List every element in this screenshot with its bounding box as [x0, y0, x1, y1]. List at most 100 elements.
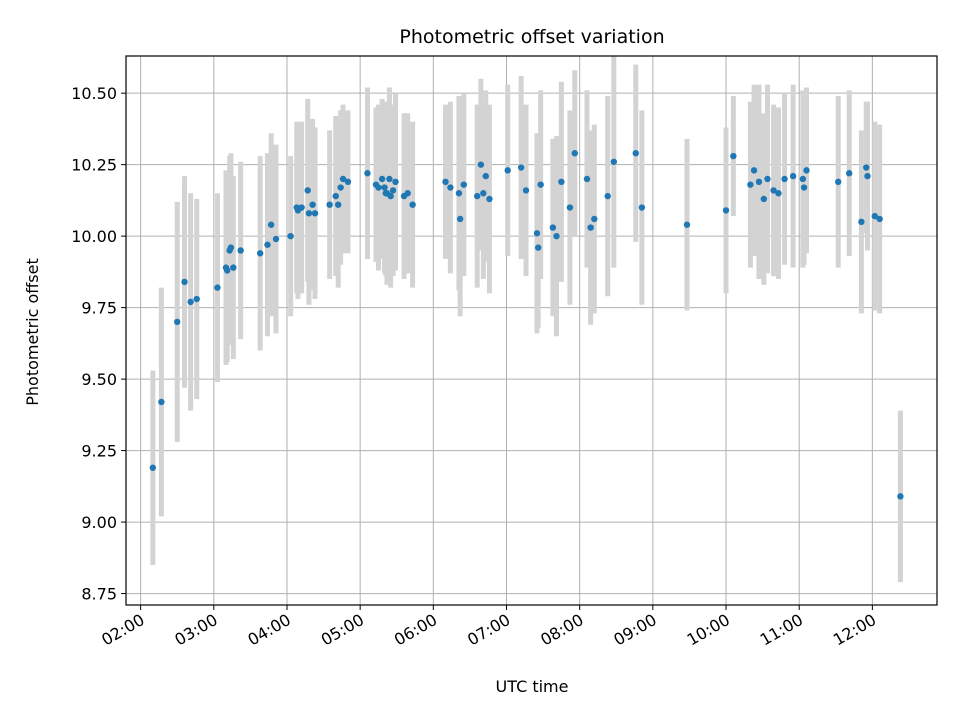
data-point [764, 175, 771, 183]
data-point [789, 172, 797, 180]
data-point [566, 204, 574, 211]
data-point [187, 298, 194, 306]
data-point [770, 187, 777, 194]
data-point [760, 195, 768, 203]
data-point [775, 190, 782, 197]
data-point [272, 235, 280, 243]
data-point [404, 190, 411, 197]
data-point [876, 215, 883, 223]
data-point [456, 215, 464, 223]
data-point [332, 192, 339, 200]
data-point [504, 167, 511, 174]
data-point [474, 192, 481, 200]
data-point [460, 181, 468, 188]
y-tick-label: 9.75 [81, 299, 117, 318]
data-point [863, 164, 870, 171]
data-point [610, 158, 618, 165]
y-tick-label: 8.75 [81, 585, 117, 604]
data-point [447, 184, 454, 191]
y-tick-label: 10.00 [71, 227, 117, 246]
data-point [227, 244, 235, 251]
data-points [149, 150, 904, 500]
y-axis-label: Photometric offset [23, 258, 42, 406]
data-point [486, 195, 493, 203]
data-point [335, 201, 342, 208]
data-point [477, 161, 485, 168]
data-point [730, 152, 737, 160]
y-tick-label: 10.25 [71, 156, 117, 175]
data-point [287, 232, 294, 240]
data-point [604, 192, 611, 200]
data-point [409, 201, 416, 208]
data-point [533, 230, 541, 237]
data-point [344, 178, 352, 186]
data-point [871, 212, 879, 220]
data-point [632, 150, 639, 157]
data-point [522, 187, 530, 194]
data-point [381, 184, 388, 191]
data-point [755, 178, 763, 186]
plot-area-frame [125, 55, 938, 606]
data-point [571, 150, 578, 157]
data-point [480, 190, 487, 197]
x-axis-label: UTC time [496, 677, 569, 696]
data-point [482, 172, 489, 180]
data-point [193, 295, 200, 303]
data-point [311, 210, 319, 217]
data-point [387, 192, 394, 200]
data-point [389, 187, 397, 194]
data-point [535, 244, 542, 251]
data-point [378, 175, 386, 183]
data-point [237, 247, 244, 254]
data-point [750, 167, 758, 174]
data-point [845, 170, 853, 177]
data-point [455, 190, 463, 197]
data-point [553, 232, 560, 240]
data-point [256, 250, 264, 257]
data-point [149, 464, 157, 471]
data-point [158, 398, 165, 406]
data-point [537, 181, 544, 188]
data-point [591, 215, 598, 223]
data-point [803, 167, 810, 174]
data-point [800, 184, 808, 191]
data-point [835, 178, 842, 186]
data-point [587, 224, 594, 231]
y-tick-label: 10.50 [71, 84, 117, 103]
data-point [267, 221, 275, 228]
chart-title: Photometric offset variation [399, 26, 664, 48]
data-point [230, 264, 237, 271]
data-point [442, 178, 449, 186]
data-point [799, 175, 807, 183]
data-point [781, 175, 788, 183]
data-point [298, 204, 305, 211]
y-tick-label: 9.00 [81, 513, 117, 532]
data-point [181, 278, 188, 286]
data-point [309, 201, 316, 208]
data-point [224, 267, 231, 274]
data-point [638, 204, 646, 211]
data-point [174, 318, 181, 326]
data-point [897, 493, 904, 500]
data-point [722, 207, 730, 214]
data-point [364, 170, 371, 177]
data-point [305, 210, 313, 217]
data-point [386, 175, 393, 183]
data-point [339, 175, 347, 183]
data-point [517, 164, 525, 171]
y-tick-label: 9.25 [81, 442, 117, 461]
data-point [583, 175, 591, 183]
data-point [858, 218, 865, 226]
y-axis-ticks: 8.75 9.00 9.25 9.50 9.75 10.00 10.25 10.50 [71, 84, 126, 604]
data-point [214, 284, 221, 291]
data-point [747, 181, 754, 188]
data-point [337, 184, 344, 191]
data-point [683, 221, 691, 228]
data-point [375, 184, 382, 191]
data-point [264, 241, 271, 248]
data-point [304, 187, 311, 194]
data-point [558, 178, 565, 186]
y-tick-label: 9.50 [81, 370, 117, 389]
data-point [326, 201, 333, 208]
